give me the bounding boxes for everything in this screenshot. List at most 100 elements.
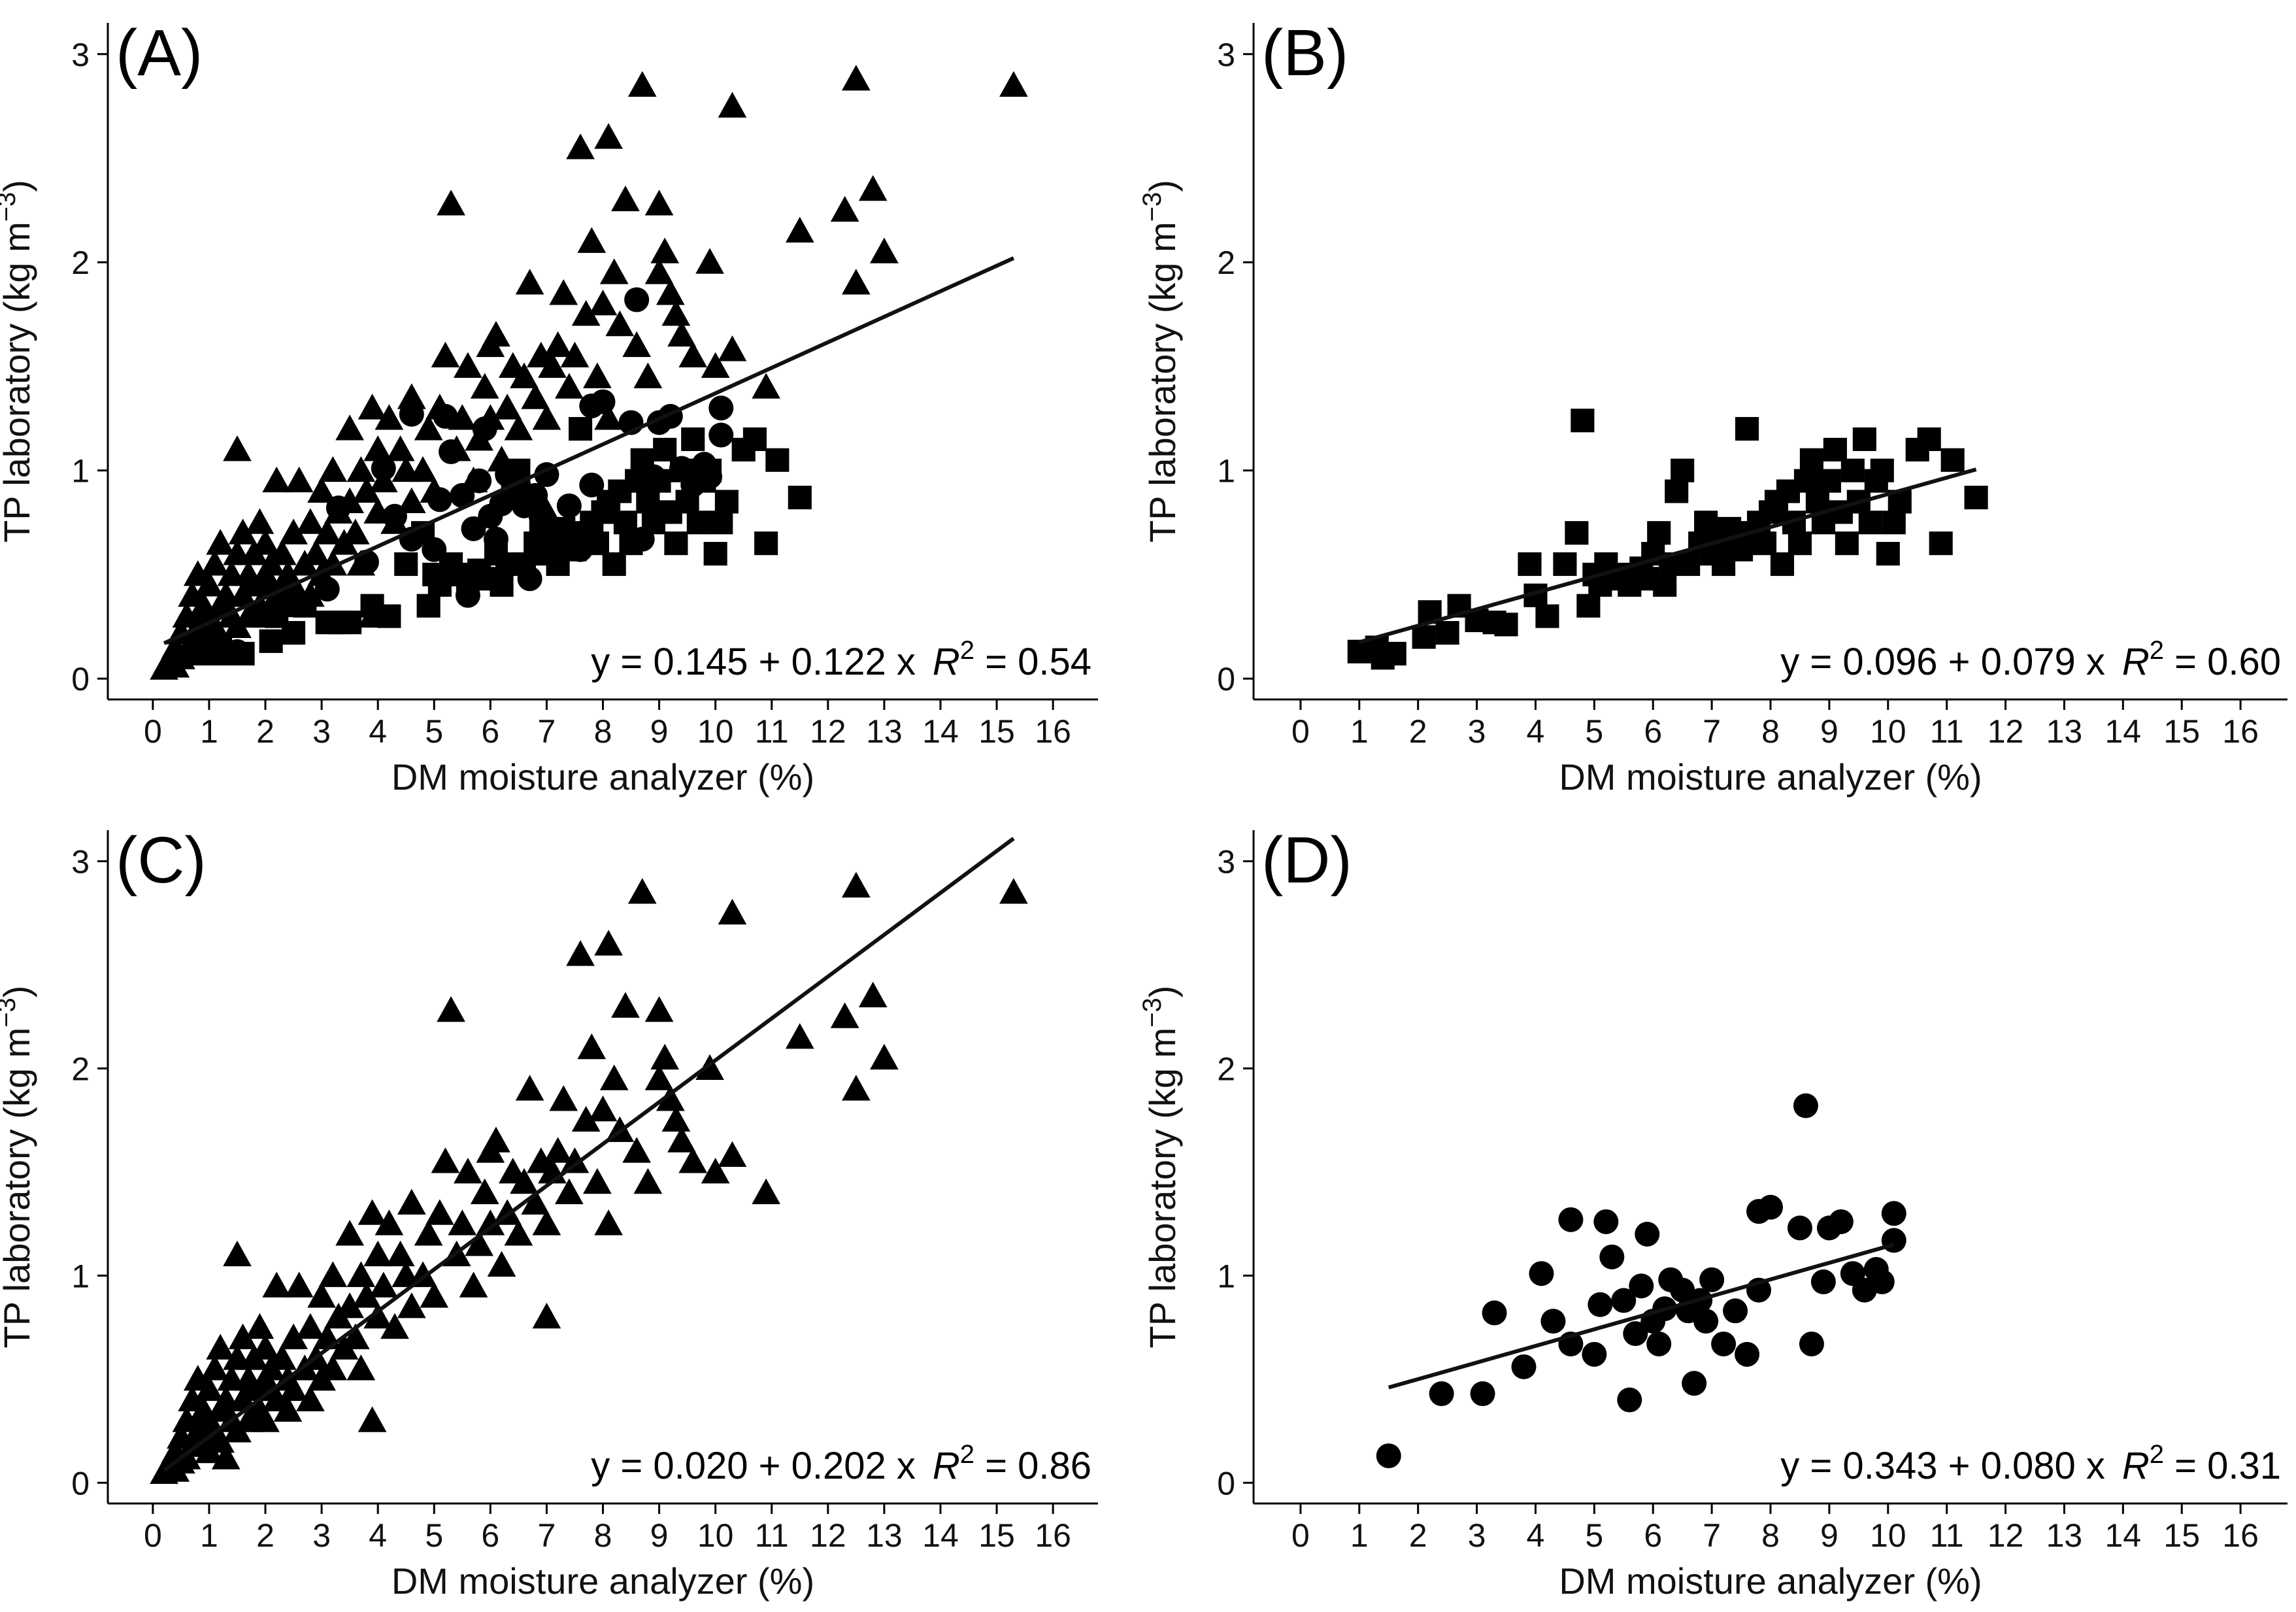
data-points (1376, 1093, 1906, 1469)
point-triangle (532, 1209, 561, 1235)
point-square (1576, 594, 1601, 618)
y-axis-title-exponent: −3 (0, 998, 21, 1028)
point-square (703, 542, 727, 566)
point-triangle (296, 1313, 325, 1339)
point-triangle (335, 414, 364, 441)
point-triangle (701, 1158, 730, 1184)
point-square (788, 486, 812, 510)
point-triangle (521, 1188, 550, 1215)
x-tick-label: 12 (1988, 1517, 2024, 1554)
regression-line (1358, 467, 1977, 645)
x-tick-label: 14 (922, 1517, 959, 1554)
point-circle (1793, 1093, 1818, 1118)
regression-line (1388, 1242, 1895, 1390)
point-triangle (594, 1209, 623, 1235)
point-triangle (335, 1292, 364, 1318)
point-triangle (678, 1147, 708, 1173)
point-triangle (206, 529, 235, 555)
y-tick-label: 1 (71, 1258, 90, 1294)
regression-equation: y = 0.020 + 0.202 x R2 = 0.86 (591, 1440, 1091, 1487)
point-circle (472, 416, 497, 441)
point-triangle (560, 341, 590, 368)
point-triangle (504, 1220, 533, 1246)
point-circle (517, 566, 542, 592)
point-triangle (830, 195, 859, 222)
point-circle (590, 389, 616, 414)
equation-text: y = 0.020 + 0.202 x (591, 1445, 916, 1487)
point-square (653, 437, 677, 462)
point-circle (1828, 1209, 1854, 1234)
equation-text: y = 0.343 + 0.080 x (1780, 1445, 2105, 1487)
point-circle (1376, 1443, 1401, 1469)
point-triangle (228, 518, 258, 545)
point-square (1412, 625, 1436, 649)
point-triangle (420, 1282, 449, 1308)
point-triangle (661, 1105, 691, 1132)
point-circle (568, 537, 593, 562)
point-triangle (341, 518, 370, 545)
point-triangle (627, 878, 657, 904)
x-tick-label: 0 (1291, 713, 1310, 750)
x-tick-label: 10 (697, 713, 734, 750)
y-axis-title: TP laboratory (kg m−3) (1138, 986, 1183, 1349)
point-triangle (312, 518, 342, 545)
point-circle (1810, 1269, 1836, 1294)
point-triangle (346, 456, 376, 482)
point-circle (1723, 1298, 1748, 1324)
point-triangle (296, 1385, 325, 1412)
x-tick-label: 8 (1761, 1517, 1780, 1554)
point-circle (1629, 1273, 1654, 1299)
point-triangle (200, 550, 229, 576)
point-triangle (515, 1075, 544, 1101)
point-triangle (650, 1043, 680, 1070)
point-square (1852, 427, 1876, 451)
point-triangle (633, 362, 663, 388)
x-tick-label: 5 (425, 1517, 443, 1554)
y-axis-title-exponent: −3 (0, 192, 21, 222)
point-circle (1699, 1267, 1725, 1292)
x-tick-label: 2 (1409, 1517, 1427, 1554)
point-square (742, 427, 767, 451)
point-square (490, 573, 514, 597)
point-triangle (644, 1064, 674, 1090)
y-tick-label: 2 (1217, 1050, 1235, 1087)
point-triangle (301, 539, 331, 565)
point-square (377, 604, 401, 628)
point-square (1793, 469, 1818, 493)
point-triangle (695, 248, 724, 274)
point-square (1876, 542, 1900, 566)
y-tick-label: 0 (71, 1465, 90, 1502)
point-circle (1799, 1331, 1824, 1356)
point-circle (1599, 1244, 1625, 1269)
point-triangle (318, 456, 348, 482)
point-triangle (487, 1251, 516, 1277)
point-triangle (251, 1406, 280, 1432)
y-tick-label: 3 (71, 37, 90, 73)
point-triangle (431, 341, 460, 368)
x-tick-label: 16 (2222, 1517, 2259, 1554)
point-circle (1693, 1309, 1719, 1334)
x-tick-label: 4 (369, 1517, 387, 1554)
x-tick-label: 15 (978, 1517, 1015, 1554)
point-triangle (594, 123, 623, 149)
regression-line (163, 837, 1015, 1472)
point-square (1735, 416, 1759, 441)
point-circle (224, 639, 250, 664)
x-tick-label: 6 (1644, 1517, 1662, 1554)
point-triangle (211, 1443, 241, 1469)
point-circle (1881, 1228, 1906, 1253)
point-triangle (599, 258, 629, 284)
r2-exponent: 2 (960, 1440, 974, 1469)
point-triangle (397, 1292, 426, 1318)
x-tick-label: 2 (256, 713, 275, 750)
point-triangle (251, 529, 280, 555)
point-circle (1635, 1222, 1660, 1247)
y-tick-label: 3 (71, 844, 90, 881)
point-circle (641, 464, 666, 490)
point-triangle (307, 477, 336, 503)
x-tick-label: 11 (755, 1517, 789, 1554)
point-triangle (284, 466, 314, 493)
point-triangle (622, 331, 651, 358)
point-square (1929, 531, 1953, 556)
point-triangle (223, 1240, 252, 1267)
